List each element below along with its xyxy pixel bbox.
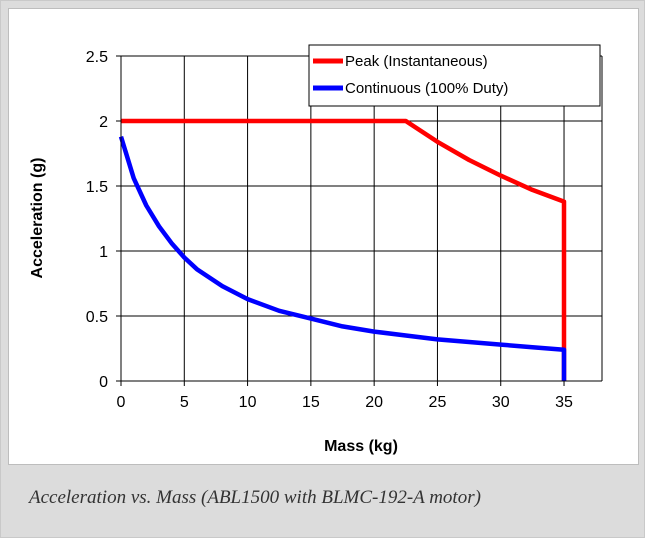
y-tick-label: 1.5 [86, 179, 108, 196]
y-tick-label: 0.5 [86, 309, 108, 326]
y-tick-label: 2.5 [86, 49, 108, 66]
legend-label-continuous: Continuous (100% Duty) [345, 80, 508, 97]
y-tick-label: 0 [99, 374, 108, 391]
x-tick-label: 15 [302, 394, 320, 411]
plot-area [121, 56, 602, 381]
y-tick-label: 2 [99, 114, 108, 131]
x-tick-label: 0 [117, 394, 126, 411]
figure-caption: Acceleration vs. Mass (ABL1500 with BLMC… [29, 487, 481, 508]
x-tick-label: 30 [492, 394, 510, 411]
data-series [118, 118, 567, 381]
x-tick-label: 10 [239, 394, 257, 411]
y-axis-title: Acceleration (g) [29, 158, 46, 279]
acceleration-vs-mass-chart: 0 5 10 15 20 25 30 35 0 0.5 1 1.5 2 2.5 Mass (kg) Ac… [29, 44, 603, 455]
legend-label-peak: Peak (Instantaneous) [345, 53, 488, 70]
x-axis-title: Mass (kg) [324, 438, 398, 455]
y-tick-label: 1 [99, 244, 108, 261]
legend-box [308, 44, 601, 107]
x-tick-label: 5 [180, 394, 189, 411]
x-tick-label: 35 [555, 394, 573, 411]
x-tick-label: 20 [365, 394, 383, 411]
axes [120, 56, 602, 382]
y-tick-labels: 0 0.5 1 1.5 2 2.5 [86, 49, 121, 391]
x-tick-label: 25 [429, 394, 447, 411]
peak-instantaneous-line [121, 118, 567, 381]
continuous-duty-line [118, 135, 567, 381]
x-tick-labels: 0 5 10 15 20 25 30 35 [117, 381, 573, 411]
chart-panel: 0 5 10 15 20 25 30 35 0 0.5 1 1.5 2 2.5 Mass (kg) Ac… [8, 8, 639, 465]
legend: Peak (Instantaneous) Continuous (100% Du… [308, 44, 601, 107]
